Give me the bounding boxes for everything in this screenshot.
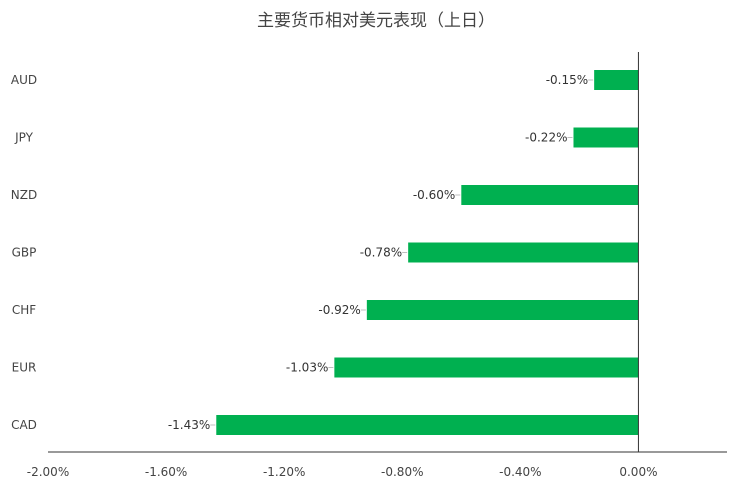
data-label-jpy: -0.22%	[525, 131, 567, 145]
bar-gbp	[408, 242, 639, 263]
x-tick-label: -1.20%	[263, 465, 305, 479]
data-label-chf: -0.92%	[318, 303, 360, 317]
x-tick-label: -0.80%	[381, 465, 423, 479]
category-label-gbp: GBP	[12, 246, 37, 260]
data-label-nzd: -0.60%	[413, 188, 455, 202]
category-label-cad: CAD	[11, 418, 37, 432]
bar-eur	[334, 357, 639, 378]
data-label-gbp: -0.78%	[360, 246, 402, 260]
x-tick-label: 0.00%	[619, 465, 657, 479]
category-label-nzd: NZD	[11, 188, 37, 202]
bar-nzd	[461, 185, 639, 205]
bar-aud	[594, 70, 639, 90]
category-label-aud: AUD	[11, 73, 37, 87]
bar-jpy	[573, 127, 639, 148]
bar-cad	[216, 415, 639, 435]
bar-chf	[366, 300, 639, 320]
category-label-eur: EUR	[12, 361, 37, 375]
axes-layer: -2.00% -1.60% -1.20% -0.80% -0.40% 0.00%	[27, 52, 727, 479]
labels-layer: -0.15% AUD -0.22% JPY -0.60% NZD -0.78% GBP -0.9…	[11, 73, 594, 432]
chart-title: 主要货币相对美元表现（上日）	[257, 11, 495, 31]
data-label-eur: -1.03%	[286, 361, 328, 375]
data-label-cad: -1.43%	[168, 418, 210, 432]
bars-layer	[216, 70, 639, 435]
data-label-aud: -0.15%	[546, 73, 588, 87]
category-label-chf: CHF	[12, 303, 36, 317]
x-tick-label: -2.00%	[27, 465, 69, 479]
category-label-jpy: JPY	[14, 131, 34, 145]
x-tick-label: -0.40%	[499, 465, 541, 479]
x-tick-label: -1.60%	[145, 465, 187, 479]
